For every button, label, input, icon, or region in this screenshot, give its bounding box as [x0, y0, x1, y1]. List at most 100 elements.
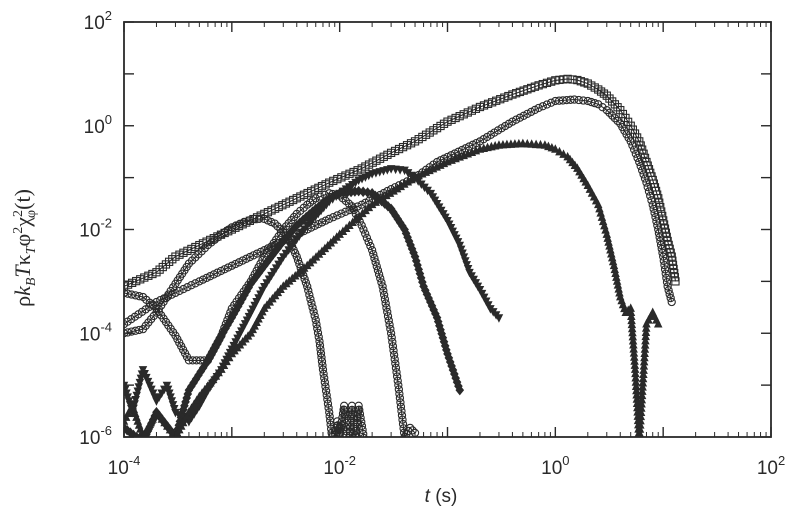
data-point	[405, 423, 415, 433]
data-point	[397, 411, 407, 420]
data-point	[391, 363, 401, 372]
data-point	[337, 209, 346, 218]
data-point	[312, 320, 321, 329]
data-point	[393, 376, 402, 385]
data-point	[640, 344, 650, 353]
data-point	[376, 274, 385, 283]
data-point	[402, 177, 412, 186]
y-label-arg: (t)	[10, 189, 35, 210]
data-point	[638, 382, 647, 391]
x-axis-label: t (s)	[425, 486, 458, 507]
data-point	[127, 290, 136, 299]
data-point	[293, 256, 303, 265]
data-point	[322, 391, 331, 400]
data-point	[319, 369, 328, 378]
data-point	[383, 312, 393, 321]
data-point	[372, 262, 381, 271]
data-point	[389, 350, 399, 360]
data-point	[131, 291, 140, 300]
data-point	[320, 378, 329, 387]
x-tick-label-exp: -2	[344, 453, 356, 468]
data-point	[638, 373, 648, 383]
data-point	[653, 319, 663, 328]
data-point	[354, 401, 363, 410]
data-point	[304, 286, 313, 295]
data-point	[664, 286, 673, 295]
data-point	[317, 353, 326, 362]
data-point	[637, 390, 647, 400]
x-tick-label: 102	[757, 453, 785, 479]
x-axis-label-unit: (s)	[430, 486, 457, 507]
data-point	[306, 294, 315, 304]
data-point	[135, 325, 144, 335]
y-axis-label: ρkBTκTφ2χ2φ(t)	[10, 189, 39, 307]
data-point	[310, 311, 319, 320]
data-point	[608, 97, 617, 106]
data-point	[321, 382, 330, 391]
data-point	[386, 324, 395, 334]
y-tick-label: 10-4	[79, 319, 112, 345]
data-point	[641, 323, 651, 332]
data-point	[605, 108, 614, 117]
x-tick-label-base: 10	[541, 458, 562, 479]
data-point	[309, 307, 318, 316]
data-point	[175, 286, 184, 296]
y-tick-label-exp: -2	[100, 216, 112, 231]
data-point	[388, 342, 398, 351]
data-point	[392, 368, 401, 377]
data-point	[315, 337, 324, 346]
data-point	[641, 331, 650, 341]
data-point	[370, 254, 379, 263]
data-point	[318, 361, 327, 370]
y-label-chi: χ	[10, 217, 35, 228]
data-point	[362, 233, 372, 242]
data-point	[344, 440, 351, 447]
data-point	[385, 320, 394, 329]
data-point	[396, 402, 406, 411]
data-point	[641, 335, 650, 345]
data-point	[316, 345, 325, 354]
data-point	[381, 299, 390, 308]
data-point	[316, 192, 325, 201]
data-point	[568, 75, 577, 84]
data-point	[663, 282, 672, 291]
x-tick-label-exp: -4	[129, 453, 141, 468]
data-point	[163, 292, 173, 301]
y-tick-label: 100	[84, 112, 112, 138]
y-tick-label-base: 10	[79, 428, 100, 449]
y-tick-label: 10-2	[79, 216, 112, 242]
data-point	[640, 348, 649, 357]
data-point	[613, 103, 622, 112]
data-point	[341, 207, 350, 216]
data-point	[389, 346, 398, 355]
data-point	[345, 205, 354, 215]
data-point	[602, 105, 611, 115]
data-point	[636, 415, 645, 425]
data-point	[187, 281, 196, 290]
data-point	[667, 297, 676, 307]
data-point	[598, 103, 607, 112]
data-point	[395, 393, 405, 403]
y-label-phi-sup: 2	[11, 227, 26, 234]
data-point	[671, 277, 680, 286]
data-point	[654, 194, 663, 203]
y-tick-label-exp: 2	[105, 8, 112, 23]
x-tick-label-base: 10	[323, 458, 344, 479]
data-point	[494, 314, 504, 323]
data-point	[159, 294, 169, 303]
data-point	[641, 327, 651, 336]
data-point	[639, 436, 640, 437]
data-point	[352, 435, 359, 437]
data-point	[295, 259, 304, 269]
data-point	[317, 357, 327, 366]
data-point	[270, 219, 279, 228]
data-point	[369, 250, 378, 259]
data-point	[364, 237, 373, 247]
data-point	[315, 341, 325, 350]
data-point	[171, 288, 180, 298]
data-point	[570, 95, 579, 104]
data-point	[340, 410, 350, 419]
data-point	[640, 340, 650, 349]
data-point	[395, 389, 404, 398]
data-point	[639, 361, 649, 370]
